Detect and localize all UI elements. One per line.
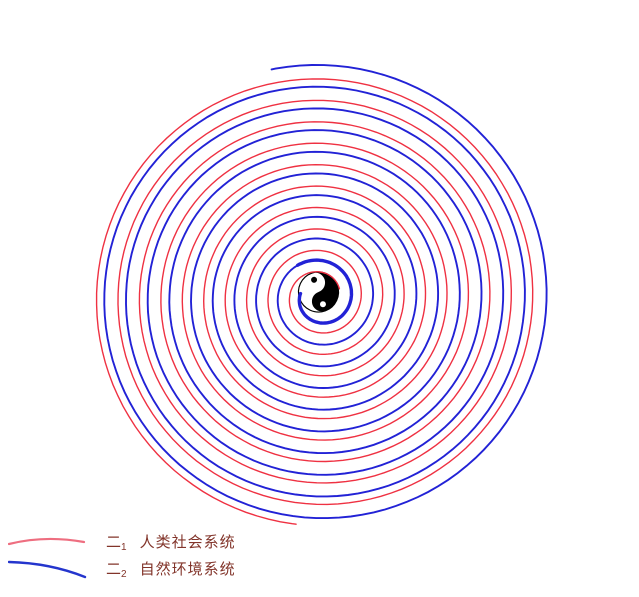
natural-environment-system-spiral xyxy=(103,64,548,520)
legend-symbol-1: 二 xyxy=(106,534,122,551)
yin-yang-black-dot xyxy=(311,276,318,283)
legend-subscript-2: 2 xyxy=(121,569,127,580)
legend-item-human-social-system: 二1 人类社会系统 xyxy=(8,528,236,555)
legend-subscript-1: 1 xyxy=(121,542,127,553)
legend-symbol-2: 二 xyxy=(106,561,122,578)
blue-curve-sample xyxy=(8,560,87,578)
legend-label-human-social-system: 人类社会系统 xyxy=(139,534,236,551)
natural-environment-system-spiral-inner xyxy=(296,258,354,325)
legend: 二1 人类社会系统 二2 自然环境系统 xyxy=(8,528,236,582)
legend-item-natural-environment-system: 二2 自然环境系统 xyxy=(8,555,236,582)
yin-yang-white-dot xyxy=(319,301,326,308)
human-social-system-spiral xyxy=(95,78,534,525)
red-curve-sample xyxy=(8,537,86,545)
yin-yang-black-half xyxy=(311,272,339,312)
legend-label-natural-environment-system: 自然环境系统 xyxy=(139,561,236,578)
yin-yang-symbol xyxy=(297,271,340,313)
